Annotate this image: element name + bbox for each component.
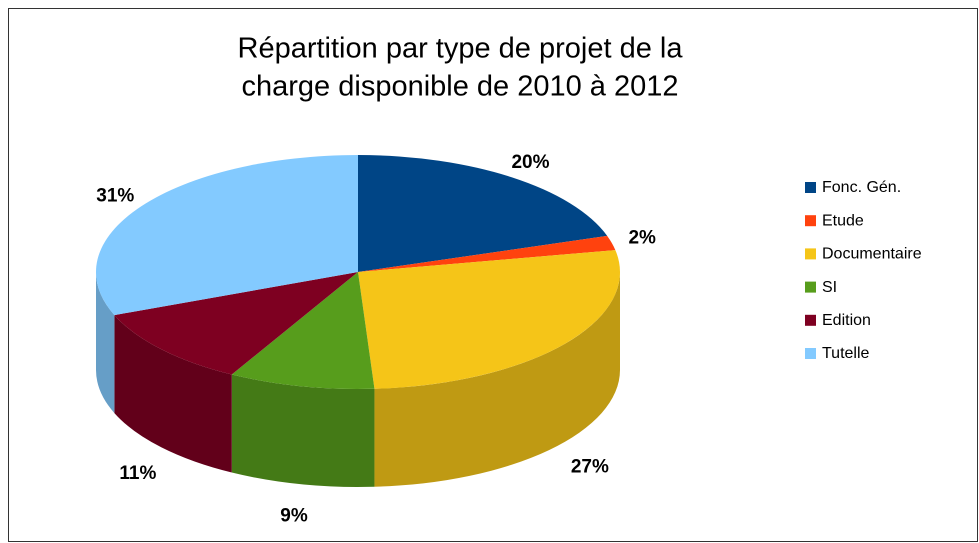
legend-swatch [805,248,816,260]
slice [231,272,375,390]
legend-swatch [805,182,816,193]
legend-label: Edition [822,312,871,329]
slice [358,155,608,272]
slice-side [114,315,232,473]
legend-swatch [805,281,816,293]
data-label: 20% [511,152,549,173]
legend-swatch [805,348,816,359]
data-label: 27% [571,456,609,477]
slice-side [231,374,375,488]
legend-label: Tutelle [822,345,870,362]
data-label: 2% [628,228,656,249]
chart-title: charge disponible de 2010 à 2012 [242,71,679,103]
legend-label: Etude [822,212,864,229]
data-label: 11% [119,463,156,484]
slice-side [374,272,620,487]
slice-side [96,272,115,414]
legend-label: Fonc. Gén. [822,179,901,196]
slice [358,235,616,272]
legend-label: Documentaire [822,246,922,263]
chart-title: Répartition par type de projet de la [238,33,684,65]
data-label: 31% [96,185,134,206]
legend-label: SI [822,279,837,296]
slice [358,250,620,389]
data-label: 9% [280,505,308,526]
legend-swatch [805,314,816,326]
slice [95,155,359,316]
slice [114,272,358,375]
legend-swatch [805,215,816,227]
